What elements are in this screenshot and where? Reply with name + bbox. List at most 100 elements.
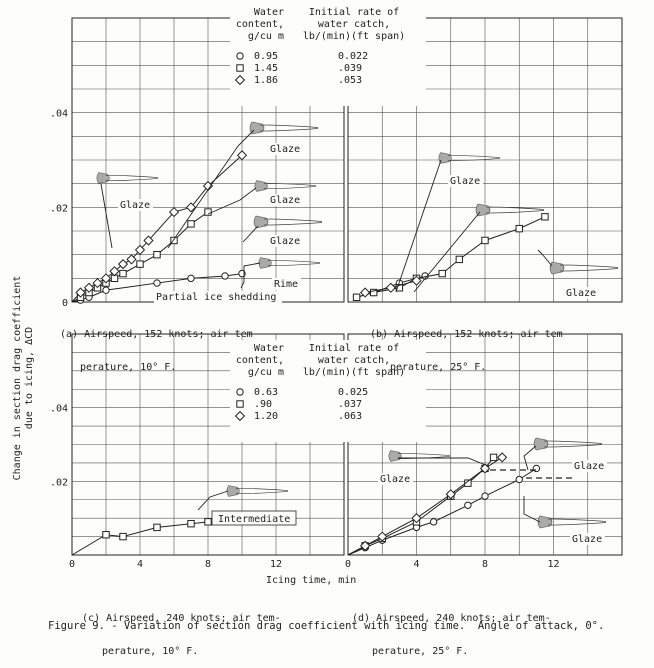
annotation-glaze-bg bbox=[572, 460, 607, 472]
airfoil-sketch-airfoil bbox=[259, 124, 319, 132]
airfoil-sketch-airfoil bbox=[547, 518, 607, 526]
legend-header-content: content, bbox=[236, 19, 284, 30]
data-point-square bbox=[369, 288, 378, 297]
annotation-glaze-bg bbox=[268, 194, 303, 206]
airfoil-sketch-airfoil bbox=[267, 259, 321, 267]
legend-header-content: g/cu m bbox=[248, 367, 284, 378]
x-tick-label: 12 bbox=[547, 559, 559, 570]
annotation-glaze-bg bbox=[378, 473, 413, 485]
airfoil-sketch-ice bbox=[254, 180, 268, 192]
annotation-leader bbox=[537, 249, 553, 267]
legend-marker-diamond bbox=[234, 410, 246, 422]
annotation-leader bbox=[523, 496, 541, 523]
data-point-square bbox=[395, 284, 404, 292]
y-tick-label: 0 bbox=[62, 298, 68, 309]
plot-frame-b bbox=[347, 17, 623, 303]
airfoil-sketch bbox=[253, 215, 323, 229]
airfoil-sketch-ice bbox=[258, 257, 272, 269]
data-point-diamond bbox=[83, 282, 95, 293]
data-point-circle bbox=[532, 464, 541, 473]
legend-marker-square bbox=[236, 400, 244, 408]
airfoil-sketch-airfoil bbox=[235, 487, 289, 495]
data-point-diamond bbox=[236, 150, 248, 161]
subcaption-b: (b) Airspeed, 152 knots; air tem- peratu… bbox=[370, 307, 569, 384]
subcaption-c-line1: (c) Airspeed, 240 knots; air tem- bbox=[82, 613, 281, 624]
airfoil-sketch-airfoil bbox=[559, 264, 619, 272]
data-point-diamond bbox=[185, 202, 197, 213]
data-point-square bbox=[187, 519, 195, 528]
airfoil-sketch-ice bbox=[388, 450, 402, 462]
legend-header-content: Water bbox=[254, 7, 284, 18]
figure-caption: Figure 9. - Variation of section drag co… bbox=[48, 620, 605, 632]
annotation-glaze: Glaze bbox=[450, 176, 480, 187]
data-point-square bbox=[204, 208, 212, 216]
legend-content-value: 0.63 bbox=[254, 387, 278, 398]
data-point-square bbox=[187, 220, 195, 228]
airfoil-sketch bbox=[388, 450, 451, 462]
legend-content-value: 1.20 bbox=[254, 411, 278, 422]
y-axis-label: Change in section drag coefficient due t… bbox=[12, 248, 36, 508]
airfoil-sketch-ice bbox=[226, 485, 240, 497]
subcaption-a: (a) Airspeed, 152 knots; air tem- peratu… bbox=[60, 307, 259, 384]
legend-header-rate: lb/(min)(ft span) bbox=[303, 31, 405, 42]
data-point-diamond bbox=[497, 452, 508, 463]
legend-bg bbox=[230, 340, 426, 442]
legend-header-rate: Initial rate of bbox=[309, 343, 399, 354]
data-point-square bbox=[489, 453, 498, 462]
data-point-square bbox=[153, 523, 161, 532]
airfoil-sketch bbox=[475, 203, 545, 217]
subcaption-d-line2: perature, 25° F. bbox=[372, 646, 469, 657]
data-point-square bbox=[102, 531, 110, 539]
data-point-diamond bbox=[385, 282, 396, 293]
airfoil-sketch-airfoil bbox=[485, 206, 545, 214]
airfoil-sketch bbox=[226, 485, 289, 497]
series-square-d bbox=[347, 453, 498, 556]
data-point-diamond bbox=[411, 513, 422, 524]
annotation-intermediate-box bbox=[211, 510, 297, 526]
data-point-circle bbox=[481, 492, 489, 500]
airfoil-sketch-airfoil bbox=[263, 182, 317, 190]
annotation-leader bbox=[398, 457, 489, 467]
subcaption-c-line2: perature, 10° F. bbox=[102, 646, 199, 657]
subcaption-b-line2: perature, 25° F. bbox=[390, 362, 487, 373]
data-point-square bbox=[119, 269, 127, 278]
annotation-leader bbox=[240, 262, 261, 289]
legend-content-value: 0.95 bbox=[254, 51, 278, 62]
legend-content-value: 1.86 bbox=[254, 75, 278, 86]
data-point-square bbox=[455, 255, 464, 264]
figure-canvas: 0.02.04.02.040 4 8 12 0 4 8 12GlazeGlazeGlazeGl… bbox=[49, 4, 623, 570]
airfoil-sketch bbox=[96, 172, 159, 184]
annotation-leader bbox=[100, 183, 113, 249]
annotation-leader bbox=[207, 187, 257, 215]
legend-header-content: g/cu m bbox=[248, 31, 284, 42]
airfoil-sketch-ice bbox=[537, 515, 553, 529]
data-point-diamond bbox=[143, 235, 154, 246]
data-point-square bbox=[119, 532, 127, 541]
data-point-square bbox=[136, 260, 144, 268]
legend-content-value: 1.45 bbox=[254, 63, 278, 74]
data-point-diamond bbox=[117, 259, 129, 270]
y-axis-label-line1: Change in section drag coefficient bbox=[12, 275, 23, 481]
legend-rate-value: .037 bbox=[338, 399, 362, 410]
x-axis-label: Icing time, min bbox=[266, 575, 357, 586]
data-point-circle bbox=[102, 286, 110, 294]
annotation-glaze: Glaze bbox=[572, 534, 602, 545]
legend-header-rate: Initial rate of bbox=[309, 7, 399, 18]
data-point-diamond bbox=[75, 287, 86, 298]
airfoil-sketch-airfoil bbox=[263, 218, 323, 226]
y-axis-label-line2: due to icing, ΔCD bbox=[24, 326, 35, 430]
annotation-glaze: Glaze bbox=[270, 195, 300, 206]
data-point-square bbox=[541, 213, 549, 221]
data-point-square bbox=[352, 293, 361, 301]
data-point-square bbox=[515, 224, 523, 233]
panels-layer: 0.02.04.02.040 4 8 12 0 4 8 12GlazeGlazeGlazeGl… bbox=[50, 4, 623, 570]
x-tick-label: 0 bbox=[345, 559, 351, 570]
legend-header-rate: water catch, bbox=[318, 355, 390, 366]
annotation-glaze: Glaze bbox=[574, 461, 604, 472]
data-point-diamond bbox=[100, 273, 112, 284]
data-point-circle bbox=[429, 518, 438, 526]
subcaption-a-line1: (a) Airspeed, 152 knots; air tem- bbox=[60, 329, 259, 340]
annotation-glaze: Glaze bbox=[270, 144, 300, 155]
data-point-diamond bbox=[126, 254, 137, 265]
